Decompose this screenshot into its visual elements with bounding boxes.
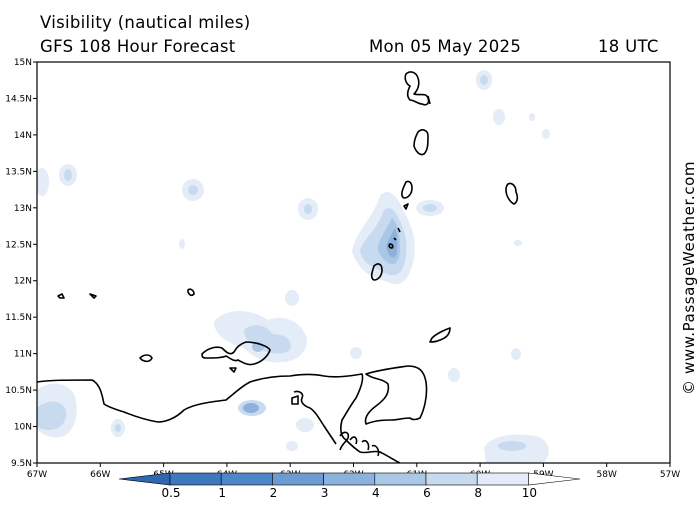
lat-tick-label: 13N: [14, 204, 32, 214]
lat-tick-label: 13.5N: [5, 167, 32, 177]
colorbar-label: 0.5: [161, 486, 180, 500]
colorbar-upper-extend: [528, 472, 581, 486]
island-margarita: [201, 341, 271, 366]
island-guadeloupe-east: [427, 95, 431, 105]
colorbar-label: 10: [522, 486, 537, 500]
vis-patch: [64, 169, 72, 181]
colorbar-segment: [272, 472, 324, 486]
island-la-blanquilla: [57, 293, 65, 299]
map-title: Visibility (nautical miles): [40, 13, 251, 32]
island-barbados: [505, 182, 519, 205]
lat-tick-label: 10N: [14, 423, 32, 433]
colorbar-label: 2: [270, 486, 278, 500]
credit-text: © www.PassageWeather.com: [680, 161, 698, 395]
lon-tick-label: 67W: [27, 470, 47, 480]
colorbar-segment: [425, 472, 478, 486]
island-martinique: [413, 129, 429, 156]
plot-area: [37, 62, 670, 463]
vis-patch: [243, 403, 259, 413]
island-los-hermanos: [89, 293, 97, 299]
vis-patch: [115, 424, 121, 432]
forecast-date: Mon 05 May 2025: [369, 37, 522, 56]
island-st-lucia: [401, 180, 413, 199]
island-tobago: [429, 327, 451, 343]
vis-patch: [37, 168, 49, 196]
lat-tick-label: 14N: [14, 131, 32, 141]
colorbar-segment: [169, 472, 222, 486]
forecast-time: 18 UTC: [598, 37, 659, 56]
vis-patch: [514, 240, 522, 246]
lat-tick-label: 12N: [14, 277, 32, 287]
coast-orinoco-delta: [339, 431, 380, 457]
lat-tick-label: 14.5N: [5, 94, 32, 104]
colorbar-label: 1: [218, 486, 226, 500]
lat-tick-label: 9.5N: [11, 459, 32, 469]
vis-patch: [498, 441, 526, 451]
vis-patch: [304, 204, 312, 214]
colorbar-segment: [476, 472, 529, 486]
vis-patch: [511, 348, 521, 360]
colorbar-label: 6: [423, 486, 431, 500]
coast-gulf-paria: [293, 390, 337, 445]
colorbar: 0.5 1 2 3 4 6 8 10: [118, 472, 581, 500]
lon-tick-label: 66W: [90, 470, 110, 480]
lat-tick-label: 15N: [14, 58, 32, 68]
vis-patch: [179, 239, 185, 249]
lat-tick-label: 11.5N: [5, 313, 32, 323]
island-trinidad: [364, 365, 428, 425]
vis-patch: [493, 109, 505, 125]
colorbar-segment: [220, 472, 273, 486]
lat-tick-label: 12.5N: [5, 240, 32, 250]
visibility-shading: [37, 70, 550, 463]
coast-venezuela: [37, 373, 401, 463]
vis-patch: [423, 204, 437, 212]
lat-tick-label: 11N: [14, 350, 32, 360]
vis-patch: [542, 129, 550, 139]
colorbar-segment: [374, 472, 427, 486]
vis-patch: [480, 75, 488, 85]
island-coast-small: [291, 395, 299, 405]
colorbar-label: 3: [321, 486, 329, 500]
island-guadeloupe: [404, 71, 430, 106]
island-los-roques: [187, 288, 195, 297]
vis-patch: [286, 441, 298, 451]
colorbar-label: 8: [474, 486, 482, 500]
lat-tick-label: 10.5N: [5, 386, 32, 396]
island-grenadines: [388, 227, 401, 249]
island-st-vincent: [403, 203, 409, 210]
vis-patch: [386, 228, 398, 258]
vis-patch: [529, 113, 535, 121]
colorbar-lower-extend: [118, 472, 171, 486]
forecast-label: GFS 108 Hour Forecast: [40, 37, 236, 56]
vis-patch: [350, 347, 362, 359]
coastlines: [37, 71, 519, 463]
colorbar-label: 4: [372, 486, 380, 500]
island-la-tortuga: [139, 354, 153, 363]
island-grenada: [370, 263, 383, 281]
island-coche: [229, 367, 237, 373]
vis-patch: [448, 368, 460, 382]
vis-patch: [296, 418, 314, 432]
lon-tick-label: 58W: [597, 470, 617, 480]
colorbar-segment: [323, 472, 376, 486]
lon-tick-label: 57W: [660, 470, 680, 480]
latitude-axis: 15N 14.5N 14N 13.5N 13N 12.5N 12N 11.5N 11N 10.5N…: [5, 58, 37, 469]
vis-patch: [285, 290, 299, 306]
vis-patch: [188, 185, 198, 195]
vis-patch: [37, 401, 67, 430]
